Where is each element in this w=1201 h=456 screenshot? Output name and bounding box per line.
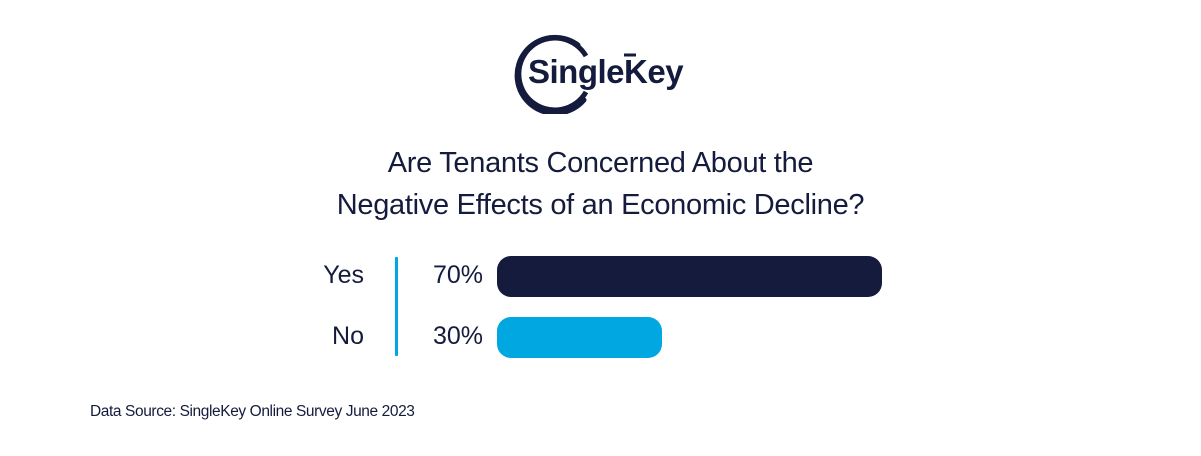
data-source-note: Data Source: SingleKey Online Survey Jun… (90, 403, 415, 420)
category-label-yes: Yes (323, 261, 364, 289)
chart-title: Are Tenants Concerned About the Negative… (0, 142, 1201, 226)
axis-divider (395, 257, 398, 356)
value-label-yes: 70% (432, 261, 483, 289)
value-label-no: 30% (432, 322, 483, 350)
bar-yes (497, 256, 882, 297)
chart-title-line-1: Are Tenants Concerned About the (387, 147, 814, 179)
logo-ring-icon (514, 34, 636, 114)
chart-title-line-2: Negative Effects of an Economic Decline? (336, 189, 865, 221)
logo-wordmark: SingleKey (528, 53, 684, 90)
singlekey-logo: SingleKey (512, 34, 692, 114)
category-label-no: No (332, 322, 364, 350)
bar-no (497, 317, 662, 358)
